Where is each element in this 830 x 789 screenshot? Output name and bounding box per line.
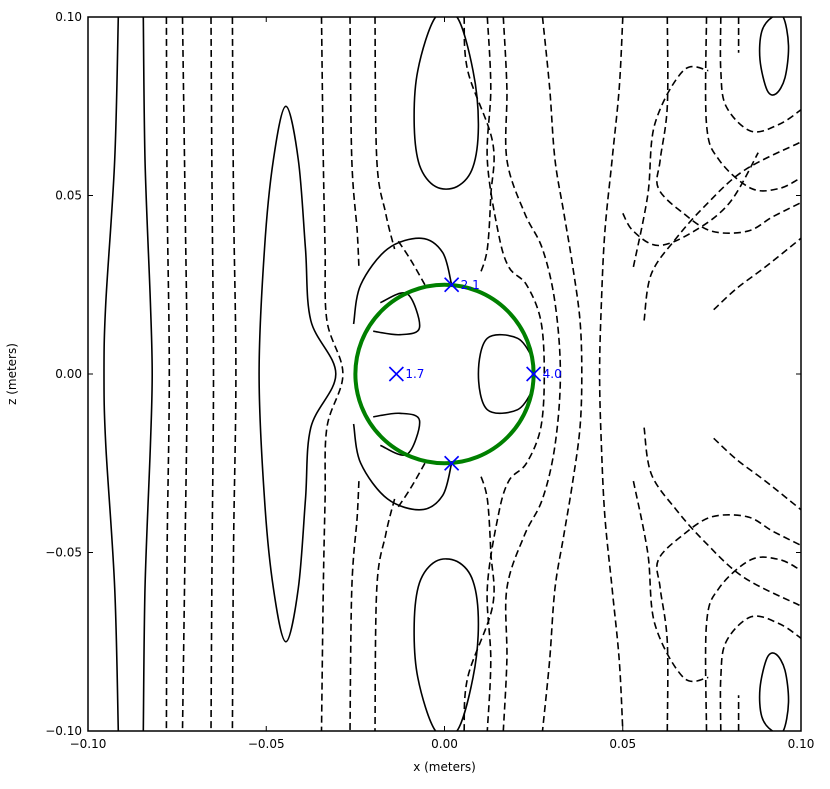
- contour-line-dashed: [704, 556, 801, 731]
- x-tick-label: −0.10: [70, 737, 107, 751]
- x-tick-label: 0.00: [431, 737, 458, 751]
- contour-line-dashed: [231, 17, 237, 731]
- contour-line-dashed: [395, 462, 426, 511]
- contour-line-dashed: [463, 17, 495, 275]
- contour-line-solid: [477, 333, 535, 415]
- y-tick-label: 0.05: [55, 189, 82, 203]
- contour-line-solid: [758, 17, 790, 96]
- contour-line-dashed: [643, 427, 801, 607]
- contour-lines: [103, 17, 801, 731]
- contour-line-solid: [103, 17, 120, 731]
- contour-line-dashed: [502, 17, 562, 731]
- contour-line-solid: [373, 412, 421, 456]
- y-axis-label: z (meters): [5, 343, 19, 405]
- contour-line-solid: [758, 652, 790, 731]
- marker-label: 1.7: [405, 367, 424, 381]
- y-tick-label: −0.10: [45, 724, 82, 738]
- contour-line-dashed: [656, 513, 801, 731]
- contour-line-dashed: [719, 17, 801, 133]
- contour-line-solid: [258, 105, 337, 643]
- marker-x: [526, 366, 542, 382]
- contour-line-dashed: [656, 17, 801, 235]
- y-tick-label: 0.10: [55, 10, 82, 24]
- contour-line-dashed: [374, 17, 396, 250]
- marker-stroke: [526, 366, 542, 382]
- marker-label: 4.0: [543, 367, 562, 381]
- contour-line-dashed: [713, 437, 801, 511]
- contour-line-dashed: [622, 152, 759, 247]
- contour-line-dashed: [349, 17, 360, 267]
- contour-line-dashed: [632, 65, 709, 268]
- y-tick-label: 0.00: [55, 367, 82, 381]
- y-tick-label: −0.05: [45, 546, 82, 560]
- contour-line-dashed: [598, 17, 624, 731]
- contour-line-solid: [142, 17, 154, 731]
- marker-stroke: [444, 455, 460, 471]
- x-axis-label: x (meters): [413, 760, 476, 774]
- contour-line-solid: [413, 558, 480, 731]
- contour-line-dashed: [719, 615, 801, 731]
- contour-line-dashed: [541, 17, 583, 731]
- contour-line-dashed: [463, 473, 495, 731]
- contour-line-dashed: [486, 17, 546, 731]
- contour-line-solid: [352, 237, 453, 325]
- marker-x: [444, 277, 460, 293]
- marker-x: [444, 455, 460, 471]
- x-tick-label: 0.05: [609, 737, 636, 751]
- contour-line-dashed: [632, 480, 709, 683]
- contour-line-dashed: [713, 237, 801, 311]
- x-tick-label: 0.10: [788, 737, 815, 751]
- contour-line-dashed: [704, 17, 801, 192]
- markers: 2.1 1.7 4.0: [388, 277, 562, 471]
- contour-line-dashed: [643, 141, 801, 321]
- axis-ticks: −0.10 −0.05 0.00 0.05 0.10 −0.10 −0.05 0.00 0.05…: [45, 10, 814, 751]
- marker-stroke: [444, 277, 460, 293]
- x-tick-label: −0.05: [248, 737, 285, 751]
- marker-label: 2.1: [461, 278, 480, 292]
- contour-line-dashed: [181, 17, 188, 731]
- contour-line-dashed: [374, 498, 396, 731]
- contour-line-solid: [373, 292, 421, 336]
- contour-line-dashed: [395, 237, 426, 286]
- marker-x: [388, 366, 404, 382]
- marker-stroke: [388, 366, 404, 382]
- contour-line-solid: [413, 17, 480, 190]
- contour-line-dashed: [210, 17, 215, 731]
- contour-line-solid: [352, 423, 453, 511]
- contour-line-dashed: [349, 481, 360, 731]
- contour-line-dashed: [165, 17, 171, 731]
